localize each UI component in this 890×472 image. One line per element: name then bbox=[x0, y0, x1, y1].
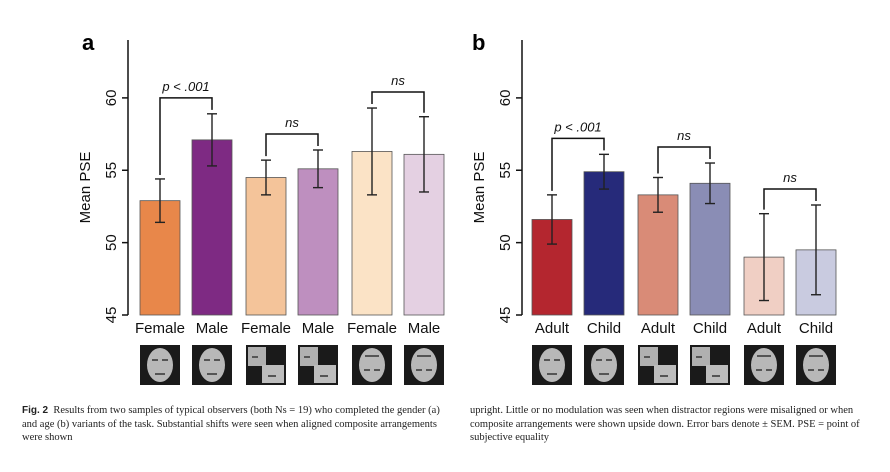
significance-label: ns bbox=[391, 73, 405, 88]
y-axis-label: Mean PSE bbox=[77, 152, 94, 224]
category-label: Female bbox=[347, 320, 397, 337]
bar bbox=[191, 139, 233, 316]
significance-label: p < .001 bbox=[553, 119, 601, 134]
significance-label: p < .001 bbox=[161, 79, 209, 94]
face-thumbnail bbox=[638, 345, 678, 385]
bar bbox=[637, 194, 679, 316]
face-shape bbox=[411, 348, 437, 382]
caption-right: upright. Little or no modulation was see… bbox=[470, 404, 875, 445]
face-thumbnail bbox=[298, 345, 338, 385]
face-thumbnail bbox=[352, 345, 392, 385]
y-tick-label: 60 bbox=[497, 90, 514, 107]
significance-bracket bbox=[159, 97, 213, 175]
y-tick-label: 50 bbox=[103, 234, 120, 251]
y-tick-label: 50 bbox=[497, 234, 514, 251]
face-thumbnail bbox=[532, 345, 572, 385]
face-thumbnail bbox=[744, 345, 784, 385]
face-shape bbox=[591, 348, 617, 382]
face-shape bbox=[803, 348, 829, 382]
category-label: Adult bbox=[535, 320, 570, 337]
bar bbox=[689, 182, 731, 316]
panel-letter-a: a bbox=[82, 30, 95, 55]
y-tick-label: 55 bbox=[497, 162, 514, 179]
face-shape bbox=[262, 365, 284, 383]
significance-bracket bbox=[551, 137, 605, 191]
significance-label: ns bbox=[783, 170, 797, 185]
face-thumbnail bbox=[584, 345, 624, 385]
category-label: Child bbox=[799, 320, 833, 337]
y-tick-label: 60 bbox=[103, 90, 120, 107]
face-thumbnail bbox=[140, 345, 180, 385]
significance-bracket bbox=[265, 133, 319, 157]
significance-bracket bbox=[763, 188, 817, 210]
face-thumbnail bbox=[690, 345, 730, 385]
bar bbox=[583, 171, 625, 316]
significance-label: ns bbox=[285, 115, 299, 130]
face-shape bbox=[706, 365, 728, 383]
panel-letter-b: b bbox=[472, 30, 485, 55]
chart-panel-b: b 45 50 55 60 Mean PSE Adult Child Adult Child Adu… bbox=[471, 30, 837, 385]
face-shape bbox=[314, 365, 336, 383]
caption-left-text: Results from two samples of typical obse… bbox=[22, 405, 440, 443]
y-tick-label: 45 bbox=[103, 307, 120, 324]
bar bbox=[245, 177, 287, 316]
category-label: Male bbox=[196, 320, 229, 337]
chart-panel-a: a 45 50 55 60 Mean PSE Female Male Female Male Fem… bbox=[77, 30, 445, 385]
caption-left: Fig. 2 Results from two samples of typic… bbox=[22, 404, 442, 445]
y-axis-label: Mean PSE bbox=[471, 152, 488, 224]
category-label: Female bbox=[241, 320, 291, 337]
category-label: Child bbox=[587, 320, 621, 337]
y-tick-label: 55 bbox=[103, 162, 120, 179]
face-shape bbox=[147, 348, 173, 382]
significance-bracket bbox=[657, 146, 711, 174]
bar bbox=[297, 168, 339, 316]
face-thumbnail bbox=[246, 345, 286, 385]
face-shape bbox=[539, 348, 565, 382]
category-label: Male bbox=[408, 320, 441, 337]
caption-fig-label: Fig. 2 bbox=[22, 405, 49, 416]
category-label: Adult bbox=[747, 320, 782, 337]
significance-bracket bbox=[371, 91, 425, 113]
face-thumbnail bbox=[192, 345, 232, 385]
face-shape bbox=[359, 348, 385, 382]
caption-right-text: upright. Little or no modulation was see… bbox=[470, 405, 860, 443]
face-shape bbox=[654, 365, 676, 383]
face-thumbnail bbox=[796, 345, 836, 385]
y-tick-label: 45 bbox=[497, 307, 514, 324]
face-shape bbox=[751, 348, 777, 382]
face-thumbnail bbox=[404, 345, 444, 385]
category-label: Child bbox=[693, 320, 727, 337]
category-label: Adult bbox=[641, 320, 676, 337]
face-shape bbox=[199, 348, 225, 382]
figure-canvas: a 45 50 55 60 Mean PSE Female Male Female Male Fem… bbox=[77, 30, 837, 385]
category-label: Female bbox=[135, 320, 185, 337]
significance-label: ns bbox=[677, 128, 691, 143]
category-label: Male bbox=[302, 320, 335, 337]
